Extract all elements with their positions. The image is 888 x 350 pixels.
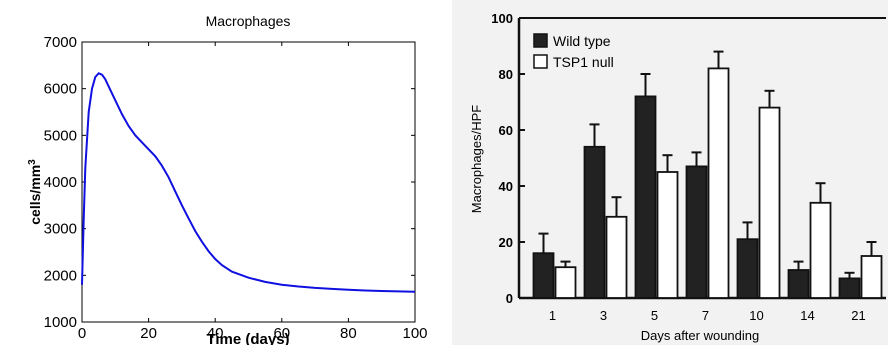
bar-wild-type bbox=[736, 238, 759, 299]
y-tick-label: 20 bbox=[499, 235, 513, 250]
macrophage-line-chart-panel: Macrophages cells/mm3 Time (days) 0 20 40 6… bbox=[0, 0, 440, 348]
bar-wild-type bbox=[634, 95, 657, 299]
y-tick-label: 7000 bbox=[44, 34, 77, 51]
x-tick-label: 0 bbox=[78, 325, 86, 342]
y-tick-label: 80 bbox=[499, 67, 513, 82]
y-axis-label-superscript: 3 bbox=[27, 159, 38, 165]
bar-tsp1-null bbox=[656, 171, 679, 299]
legend-swatch bbox=[533, 54, 548, 69]
bar-tsp1-null bbox=[758, 106, 781, 299]
x-tick-label: 5 bbox=[651, 308, 658, 323]
x-tick-label: 7 bbox=[702, 308, 709, 323]
x-tick-label: 10 bbox=[749, 308, 763, 323]
y-tick-label: 2000 bbox=[44, 267, 77, 284]
macrophage-line-chart: Macrophages cells/mm3 Time (days) 0 20 40 6… bbox=[27, 13, 428, 348]
bar-wild-type bbox=[685, 165, 708, 299]
y-tick-label: 0 bbox=[506, 291, 513, 306]
x-tick-label: 60 bbox=[273, 325, 290, 342]
bar-tsp1-null bbox=[809, 201, 832, 299]
macrophage-bar-chart: Macrophages/HPF Days after wounding 0 20 4… bbox=[469, 11, 886, 343]
bar-wild-type bbox=[787, 269, 810, 299]
x-tick-label: 100 bbox=[402, 325, 427, 342]
legend-swatch bbox=[533, 33, 548, 48]
y-tick-label: 1000 bbox=[44, 314, 77, 331]
y-tick-label: 6000 bbox=[44, 81, 77, 98]
y-axis-label: cells/mm3 bbox=[27, 159, 44, 225]
y-tick-label: 5000 bbox=[44, 127, 77, 144]
legend-label: TSP1 null bbox=[553, 54, 614, 70]
x-tick-label: 20 bbox=[140, 325, 157, 342]
x-tick-label: 3 bbox=[600, 308, 607, 323]
x-tick-label: 80 bbox=[340, 325, 357, 342]
bar-tsp1-null bbox=[860, 255, 883, 299]
x-tick-label: 21 bbox=[851, 308, 865, 323]
bar-tsp1-null bbox=[554, 266, 577, 299]
chart-title: Macrophages bbox=[206, 13, 291, 29]
y-tick-label: 60 bbox=[499, 123, 513, 138]
bar-tsp1-null bbox=[707, 67, 730, 299]
legend-label: Wild type bbox=[553, 33, 611, 49]
x-tick-label: 40 bbox=[207, 325, 224, 342]
x-tick-label: 14 bbox=[800, 308, 814, 323]
plot-frame bbox=[81, 41, 416, 323]
x-axis-label: Time (days) bbox=[206, 331, 289, 345]
bar-wild-type bbox=[583, 145, 606, 299]
y-axis-label-main: cells/mm bbox=[27, 165, 43, 225]
bar-wild-type bbox=[838, 277, 861, 299]
series-line bbox=[81, 72, 416, 293]
bar-wild-type bbox=[532, 252, 555, 299]
macrophage-bar-chart-panel: Macrophages/HPF Days after wounding 0 20 4… bbox=[452, 0, 888, 345]
x-axis-label: Days after wounding bbox=[641, 328, 760, 343]
x-tick-label: 1 bbox=[549, 308, 556, 323]
y-tick-label: 3000 bbox=[44, 221, 77, 238]
y-tick-label: 100 bbox=[491, 11, 513, 26]
y-tick-label: 4000 bbox=[44, 174, 77, 191]
bar-tsp1-null bbox=[605, 215, 628, 299]
y-tick-label: 40 bbox=[499, 179, 513, 194]
y-axis-label: Macrophages/HPF bbox=[469, 105, 484, 213]
